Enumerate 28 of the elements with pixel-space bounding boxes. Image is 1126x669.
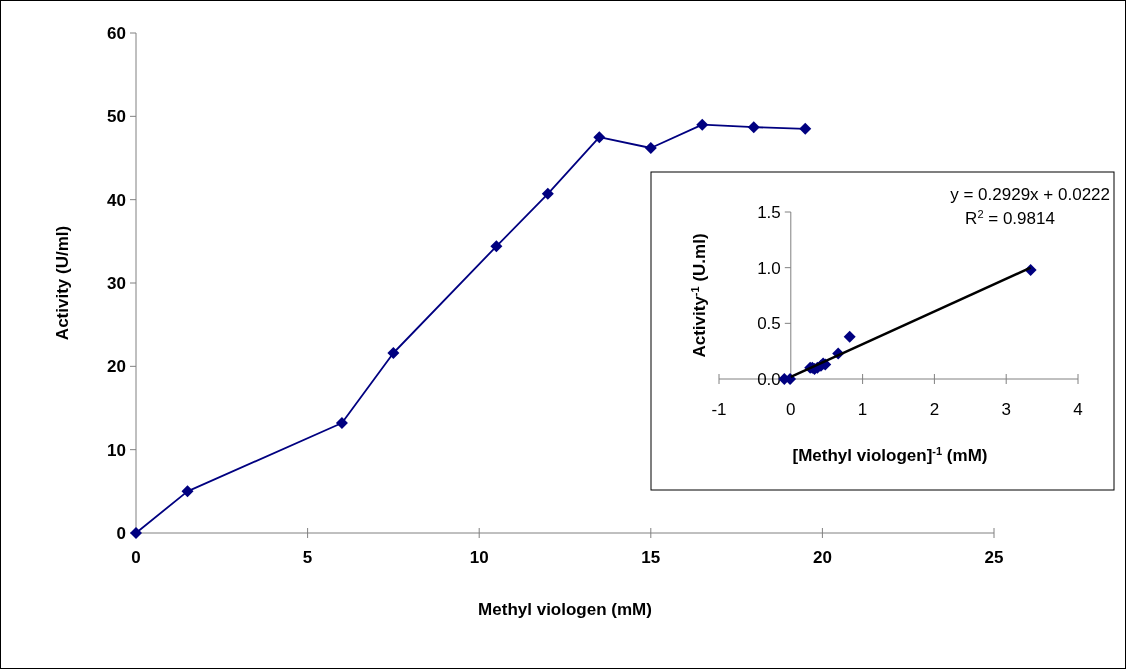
x-axis-title: Methyl viologen (mM) — [478, 600, 652, 619]
y-tick-label: 0.0 — [757, 369, 781, 389]
y-tick-label: 60 — [107, 23, 126, 43]
y-tick-label: 1.5 — [757, 202, 781, 222]
annotation: R$^{2}$ = 0.9814 — [965, 208, 1055, 228]
y-tick-label: 0.5 — [757, 314, 781, 334]
y-tick-label: 10 — [107, 440, 126, 460]
y-axis-title: Activity (U/ml) — [53, 225, 72, 341]
x-tick-label: 0 — [786, 400, 796, 419]
x-tick-label: 25 — [984, 548, 1004, 567]
x-tick-label: 20 — [812, 548, 832, 567]
x-tick-label: 3 — [1001, 400, 1011, 419]
y-tick-label: 40 — [107, 190, 126, 210]
annotation: y = 0.2929x + 0.0222 — [950, 185, 1110, 204]
y-tick-label: 30 — [107, 273, 126, 293]
y-tick-label: 20 — [107, 357, 126, 377]
x-tick-label: 1 — [857, 400, 868, 419]
x-tick-label: 15 — [641, 548, 661, 567]
x-axis-title: [Methyl viologen]$^{-1}$ (mM) — [792, 445, 988, 465]
x-tick-label: 4 — [1073, 400, 1083, 419]
x-tick-label: -1 — [711, 400, 727, 419]
y-tick-label: 50 — [107, 107, 126, 127]
y-tick-label: 1.0 — [757, 258, 781, 278]
x-tick-label: 10 — [469, 548, 489, 567]
x-tick-label: 2 — [929, 400, 940, 419]
x-tick-label: 0 — [131, 548, 141, 567]
y-tick-label: 0 — [116, 523, 126, 543]
x-tick-label: 5 — [302, 548, 313, 567]
